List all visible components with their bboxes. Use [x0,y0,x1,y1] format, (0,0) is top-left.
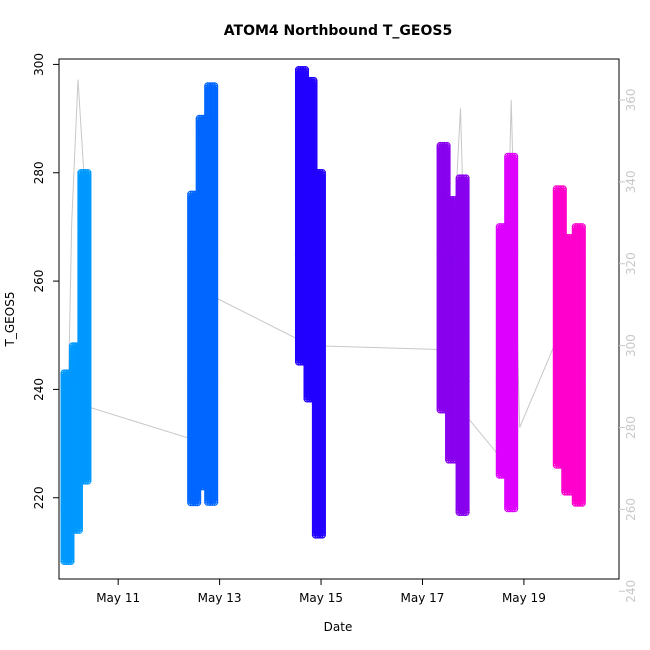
chart-title: ATOM4 Northbound T_GEOS5 [224,23,452,39]
series-group [294,66,327,539]
data-point [67,557,75,566]
data-layer [60,66,586,566]
series-group [60,169,92,566]
data-point [75,526,84,534]
series-group [187,82,219,507]
